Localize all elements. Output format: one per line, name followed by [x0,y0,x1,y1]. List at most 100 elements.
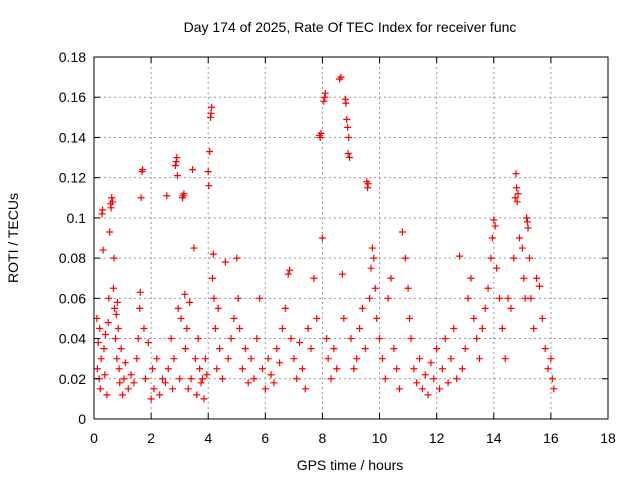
data-point-marker [514,190,522,198]
data-point-marker [101,331,109,339]
data-point-marker [190,244,198,252]
data-point-marker [93,314,101,322]
data-point-marker [133,355,141,363]
data-point-marker [173,154,181,162]
data-point-marker [343,115,351,123]
data-point-marker [525,254,533,262]
data-point-marker [204,168,212,176]
data-point-marker [264,355,272,363]
y-axis-label: ROTI / TECUs [5,193,21,283]
data-point-marker [501,355,509,363]
data-point-marker [441,335,449,343]
y-tick-label: 0.12 [59,170,86,186]
data-point-marker [112,310,120,318]
data-point-marker [495,294,503,302]
data-point-marker [199,375,207,383]
data-point-marker [256,294,264,302]
y-tick-label: 0 [78,411,86,427]
data-point-marker [244,379,252,387]
data-point-marker [484,284,492,292]
data-point-marker [550,385,558,393]
data-point-marker [367,264,375,272]
data-point-marker [267,371,275,379]
data-point-marker [233,254,241,262]
data-point-marker [512,170,520,178]
data-point-marker [504,294,512,302]
data-point-marker [119,391,127,399]
data-point-marker [347,335,355,343]
data-point-marker [467,274,475,282]
y-tick-label: 0.16 [59,89,86,105]
x-tick-label: 2 [147,430,155,446]
data-point-marker [404,284,412,292]
data-point-marker [193,391,201,399]
y-tick-label: 0.02 [59,371,86,387]
data-point-marker [238,365,246,373]
data-point-marker [167,335,175,343]
data-point-marker [171,162,179,170]
data-point-marker [111,335,119,343]
data-point-marker [488,234,496,242]
data-point-marker [141,375,149,383]
data-point-marker [473,335,481,343]
data-point-marker [530,325,538,332]
data-point-marker [139,166,147,174]
data-point-marker [159,375,167,383]
data-point-marker [344,150,352,158]
data-point-marker [261,385,269,393]
data-point-marker [174,304,182,312]
data-point-marker [181,345,189,353]
data-point-marker [430,375,438,383]
data-point-marker [93,365,101,373]
data-point-marker [381,375,389,383]
y-tick-label: 0.06 [59,290,86,306]
data-point-marker [318,234,326,242]
data-point-marker [345,133,353,141]
data-point-marker [491,222,499,230]
data-point-marker [189,166,197,174]
data-point-marker [203,371,211,379]
data-point-marker [338,270,346,278]
data-point-marker [184,385,192,393]
data-point-marker [513,184,521,192]
data-point-marker [327,375,335,383]
data-point-marker [510,254,518,262]
data-point-marker [213,365,221,373]
data-point-marker [544,365,552,373]
data-point-marker [234,294,242,302]
data-point-marker [413,379,421,387]
data-point-marker [487,254,495,262]
data-point-marker [99,246,107,254]
data-point-marker [416,355,424,363]
data-point-marker [436,385,444,393]
x-tick-label: 14 [486,430,502,446]
data-point-marker [270,379,278,387]
data-point-marker [447,355,455,363]
data-point-marker [96,325,104,332]
data-point-marker [401,254,409,262]
data-point-marker [207,109,215,117]
data-point-marker [210,294,218,302]
data-point-marker [361,345,369,353]
data-point-marker [535,282,543,290]
data-point-marker [476,355,483,363]
data-point-marker [330,345,338,353]
data-point-marker [136,304,144,312]
data-point-marker [396,385,404,393]
data-point-marker [96,385,104,393]
data-point-marker [105,294,113,302]
data-point-marker [507,304,515,312]
data-point-marker [324,355,332,363]
data-point-marker [176,375,184,383]
y-tick-label: 0.18 [59,49,86,65]
data-point-marker [478,325,486,332]
data-point-marker [393,365,401,373]
data-point-marker [281,304,289,312]
x-tick-label: 10 [372,430,388,446]
x-axis-ticks: 0 2 4 6 8 10 12 14 16 18 [90,57,616,446]
data-point-marker [206,148,214,156]
data-point-marker [221,258,229,266]
data-point-marker [424,391,432,399]
data-point-marker [548,375,556,383]
